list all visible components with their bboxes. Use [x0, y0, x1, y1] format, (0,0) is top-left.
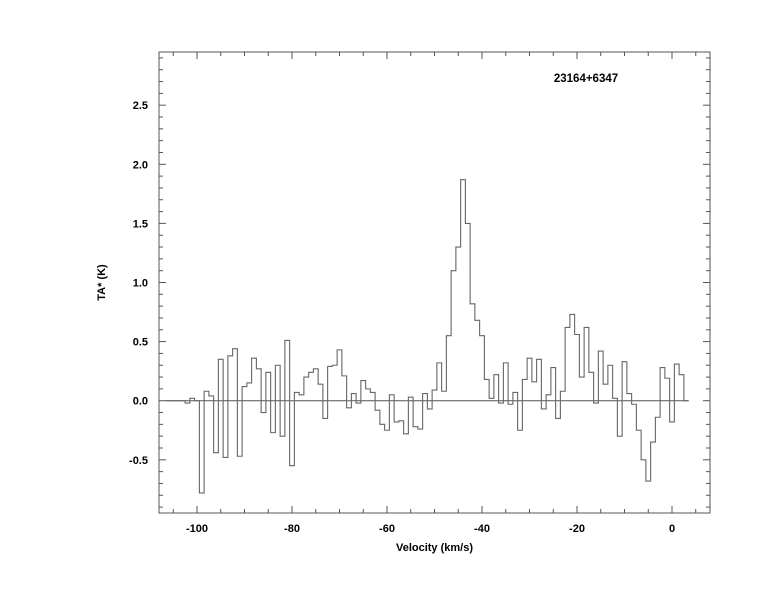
y-tick-label: 0.0 — [133, 396, 148, 408]
axis-tick-labels: -100 -80 -60 -40 -20 0 -0.5 0.0 0.5 1.0 1.5 2.0 2.5 — [129, 100, 675, 535]
y-tick-label: 2.0 — [133, 159, 148, 171]
y-tick-label: 1.5 — [133, 218, 148, 230]
spectrum-line — [166, 179, 689, 494]
x-tick-label: -60 — [379, 523, 395, 535]
y-tick-label: -0.5 — [129, 455, 148, 467]
spectrum-trace — [166, 179, 689, 494]
x-tick-label: -100 — [186, 523, 208, 535]
x-axis-label: Velocity (km/s) — [396, 542, 473, 554]
y-tick-label: 0.5 — [133, 337, 148, 349]
axis-ticks — [159, 52, 710, 513]
y-axis-label: TA* (K) — [96, 264, 108, 301]
y-tick-label: 1.0 — [133, 278, 148, 290]
x-tick-label: -40 — [474, 523, 490, 535]
x-tick-label: 0 — [669, 523, 675, 535]
x-tick-label: -80 — [284, 523, 300, 535]
y-tick-label: 2.5 — [133, 100, 148, 112]
source-name-label: 23164+6347 — [554, 73, 618, 85]
x-tick-label: -20 — [569, 523, 585, 535]
